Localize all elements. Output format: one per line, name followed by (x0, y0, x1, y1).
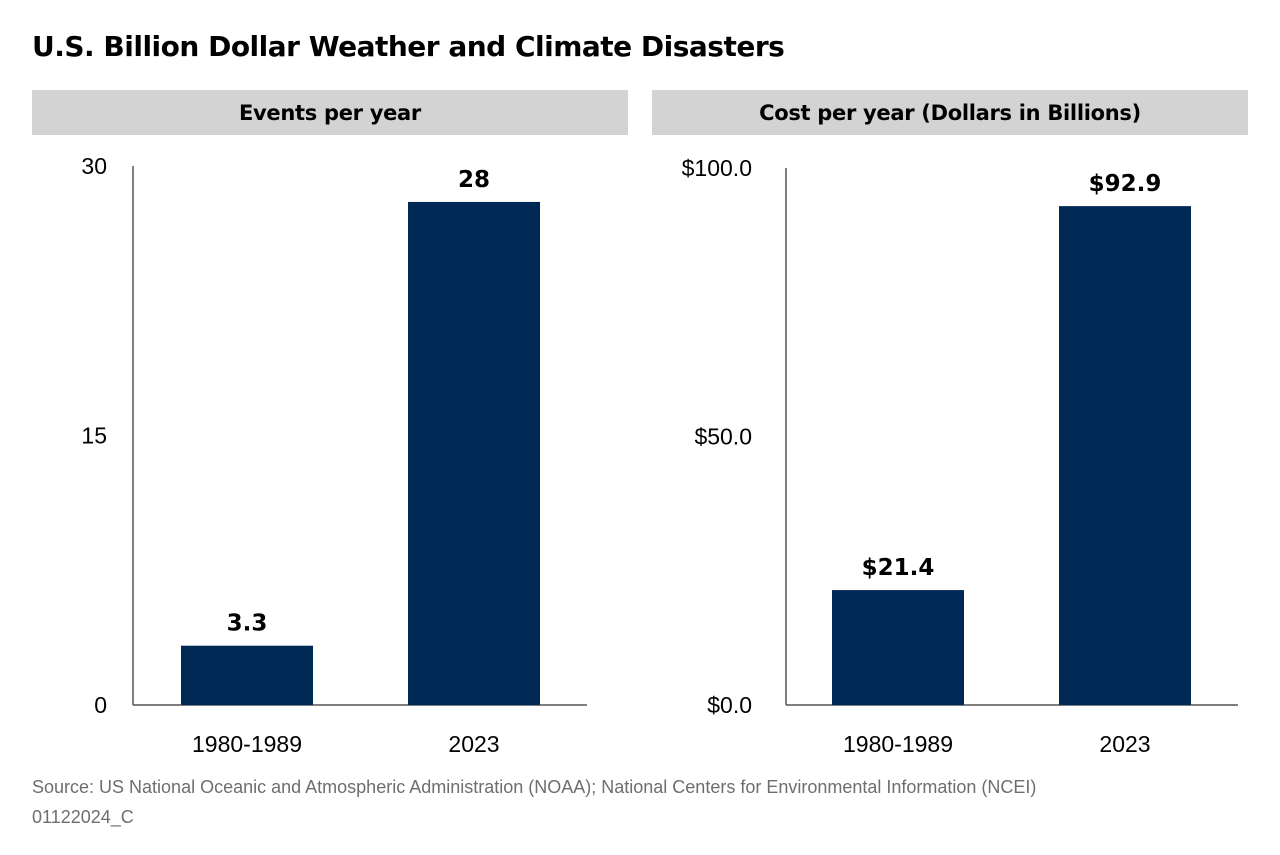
cost-category-label: 2023 (1099, 731, 1150, 757)
source-note: Source: US National Oceanic and Atmosphe… (32, 777, 1037, 797)
cost-per-year-chart: $0.0 $50.0 $100.0 $21.4 1980-1989 $92.9 2023 (682, 155, 1238, 757)
events-bar-1980-1989 (181, 645, 313, 705)
chart-code: 01122024_C (32, 807, 134, 827)
events-chart-title: Events per year (32, 90, 628, 135)
cost-data-label: $21.4 (862, 555, 935, 581)
cost-bar-2023 (1059, 206, 1191, 705)
cost-bar-1980-1989 (832, 590, 964, 705)
events-bar-2023 (408, 201, 540, 705)
events-data-label: 28 (458, 167, 490, 193)
events-category-label: 2023 (448, 731, 499, 757)
events-y-tick-label: 0 (94, 692, 107, 718)
cost-y-tick-label: $100.0 (682, 155, 752, 181)
cost-chart-title: Cost per year (Dollars in Billions) (652, 90, 1248, 135)
events-category-label: 1980-1989 (192, 731, 302, 757)
cost-data-label: $92.9 (1089, 171, 1162, 197)
events-per-year-chart: 0 15 30 3.3 1980-1989 28 2023 (81, 153, 587, 757)
cost-category-label: 1980-1989 (843, 731, 953, 757)
events-y-tick-label: 30 (81, 153, 107, 179)
cost-y-tick-label: $50.0 (694, 424, 752, 450)
cost-y-tick-label: $0.0 (707, 692, 752, 718)
page-title: U.S. Billion Dollar Weather and Climate … (32, 30, 785, 63)
events-data-label: 3.3 (227, 611, 268, 637)
events-y-tick-label: 15 (81, 423, 107, 449)
